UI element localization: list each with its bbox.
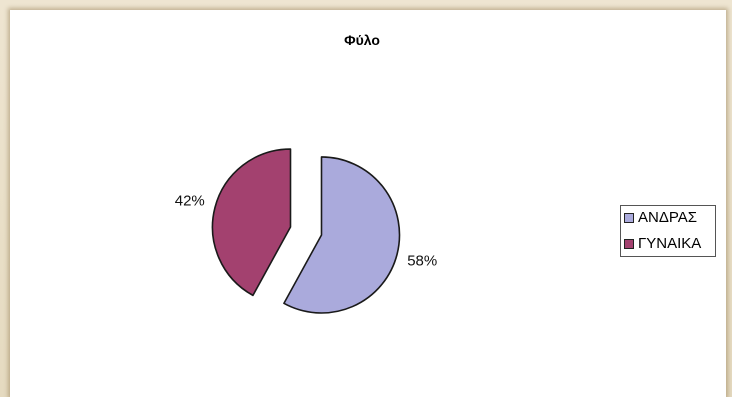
pie-slice-andras (283, 156, 401, 314)
chart-panel: Φύλο 58% 42% ΑΝΔΡΑΣ ΓΥΝΑΙΚΑ (10, 10, 726, 397)
chart-title: Φύλο (344, 32, 380, 48)
legend-item-gynaika: ΓΥΝΑΙΚΑ (624, 235, 712, 253)
pie-label-andras: 58% (407, 252, 437, 269)
legend-label-andras: ΑΝΔΡΑΣ (638, 209, 698, 226)
legend-swatch-gynaika (624, 239, 634, 249)
pie-label-gynaika: 42% (175, 193, 205, 210)
legend: ΑΝΔΡΑΣ ΓΥΝΑΙΚΑ (620, 205, 716, 257)
pie-slice-gynaika (211, 148, 292, 297)
legend-item-andras: ΑΝΔΡΑΣ (624, 209, 712, 227)
legend-label-gynaika: ΓΥΝΑΙΚΑ (638, 235, 702, 252)
pie-chart: 58% 42% (175, 148, 437, 314)
legend-swatch-andras (624, 213, 634, 223)
